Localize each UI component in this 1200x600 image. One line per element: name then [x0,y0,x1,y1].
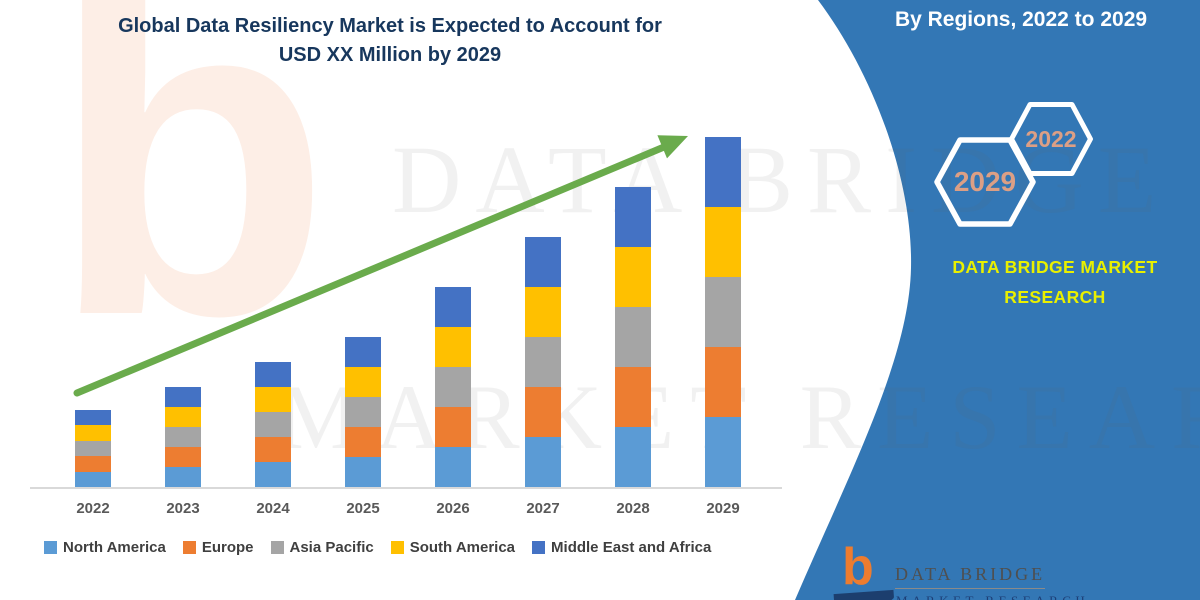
bar-2026 [435,287,471,487]
bar-segment-middle-east-and-africa [705,137,741,207]
bar-2029 [705,137,741,487]
bar-segment-middle-east-and-africa [525,237,561,287]
chart-title-line1: Global Data Resiliency Market is Expecte… [118,15,662,37]
bar-segment-asia-pacific [615,307,651,367]
legend-label: Middle East and Africa [551,539,712,556]
bar-2022 [75,410,111,487]
bar-segment-south-america [345,367,381,397]
x-axis-line [30,487,782,489]
bar-segment-middle-east-and-africa [615,187,651,247]
legend-item-south-america: South America [390,539,516,556]
bar-segment-europe [435,407,471,447]
bar-2028 [615,187,651,487]
bar-segment-europe [705,347,741,417]
legend-item-middle-east-and-africa: Middle East and Africa [532,539,711,556]
x-axis-label-2024: 2024 [256,500,290,517]
legend-swatch-icon [44,541,57,554]
x-axis-label-2023: 2023 [166,500,200,517]
x-axis-label-2022: 2022 [76,500,110,517]
bar-2025 [345,337,381,487]
legend-label: Europe [201,539,254,556]
bar-segment-south-america [75,425,111,441]
bar-segment-south-america [255,387,291,412]
bar-segment-europe [615,367,651,427]
panel-heading: By Regions, 2022 to 2029 [894,8,1148,31]
bar-segment-north-america [615,427,651,487]
bar-segment-south-america [705,207,741,277]
bar-segment-north-america [525,437,561,487]
bar-segment-north-america [435,447,471,487]
bar-segment-asia-pacific [525,337,561,387]
legend-item-asia-pacific: Asia Pacific [270,539,374,556]
bar-segment-north-america [75,471,111,487]
bar-segment-south-america [615,247,651,307]
bar-2023 [165,387,201,487]
bar-segment-middle-east-and-africa [165,387,201,407]
bar-segment-europe [255,437,291,462]
bar-segment-middle-east-and-africa [75,410,111,426]
bar-segment-middle-east-and-africa [345,337,381,367]
brand-text-line1: DATA BRIDGE MARKET [952,257,1158,277]
legend-swatch-icon [390,541,404,554]
bar-2027 [525,237,561,487]
legend-swatch-icon [532,541,546,554]
footer-logo-subtitle: MARKET RESEARCH [896,593,1089,600]
x-axis-label-2028: 2028 [616,500,650,517]
bar-segment-middle-east-and-africa [255,362,291,387]
bar-segment-north-america [165,467,201,487]
bar-segment-asia-pacific [255,412,291,437]
bar-segment-asia-pacific [705,277,741,347]
x-axis-label-2025: 2025 [346,500,380,517]
brand-text: DATA BRIDGE MARKET RESEARCH [930,252,1180,312]
legend-label: North America [63,539,166,556]
legend-item-europe: Europe [182,539,254,556]
bar-segment-south-america [165,407,201,427]
bar-segment-europe [525,387,561,437]
brand-text-line2: RESEARCH [1004,287,1106,307]
legend-label: Asia Pacific [289,539,374,556]
legend-item-north-america: North America [44,539,166,556]
hexagon-2022-label: 2022 [1025,125,1077,152]
chart-title: Global Data Resiliency Market is Expecte… [70,12,710,70]
bar-segment-asia-pacific [435,367,471,407]
footer-logo-monogram: b [842,538,874,596]
bar-2024 [255,362,291,487]
bar-segment-south-america [525,287,561,337]
bar-segment-asia-pacific [345,397,381,427]
bar-segment-north-america [705,417,741,487]
bar-segment-asia-pacific [165,427,201,447]
legend-swatch-icon [270,541,284,554]
x-axis-label-2027: 2027 [526,500,560,517]
legend-swatch-icon [182,541,196,554]
chart-title-line2: USD XX Million by 2029 [278,44,502,66]
hexagon-2029-label: 2029 [953,166,1017,197]
footer-logo-name: DATA BRIDGE [895,564,1046,589]
hexagon-2022: 2022 [1008,101,1094,177]
x-axis-label-2026: 2026 [436,500,470,517]
bar-segment-europe [345,427,381,457]
legend-label: South America [409,539,516,556]
bar-segment-europe [75,456,111,472]
x-axis-label-2029: 2029 [706,500,740,517]
bar-segment-north-america [255,462,291,487]
bar-segment-asia-pacific [75,440,111,457]
bar-segment-middle-east-and-africa [435,287,471,327]
bar-segment-north-america [345,457,381,487]
legend: North America Europe Asia Pacific South Ame… [44,539,711,556]
bar-segment-south-america [435,327,471,367]
hexagon-outline [1009,102,1093,176]
bar-segment-europe [165,447,201,467]
